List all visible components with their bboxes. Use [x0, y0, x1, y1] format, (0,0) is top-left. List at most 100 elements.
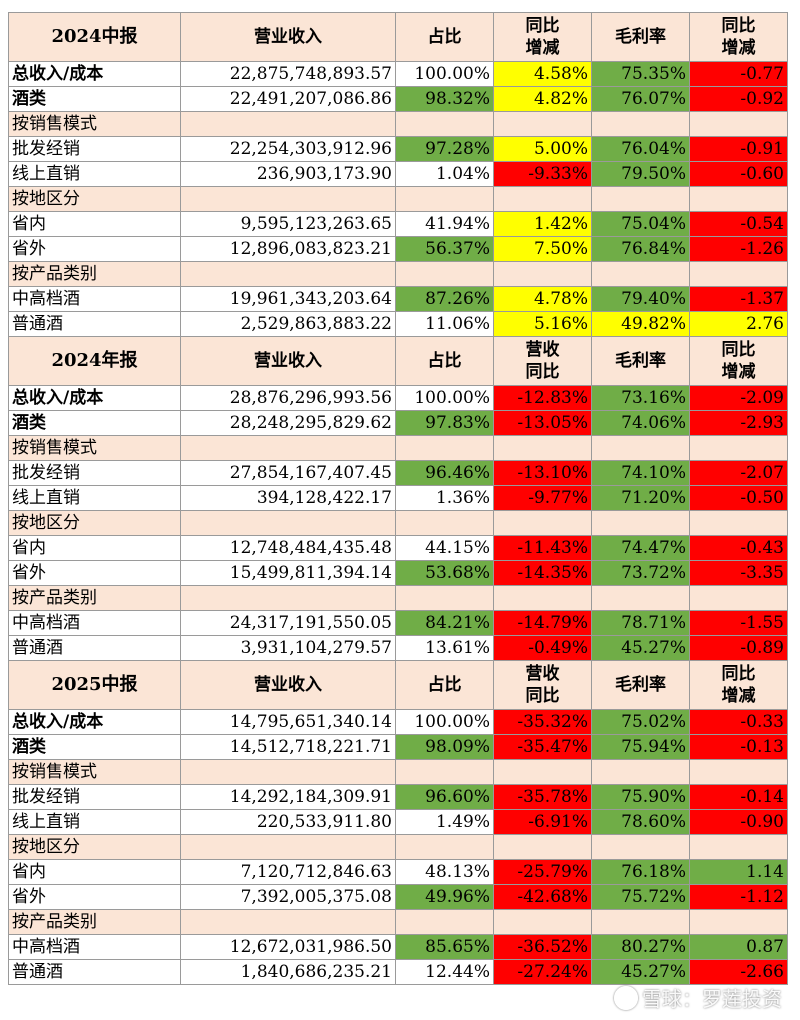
- margin-change-cell: -2.07: [689, 460, 788, 486]
- revenue-cell: 220,533,911.80: [180, 809, 396, 835]
- share-cell: 49.96%: [395, 884, 494, 910]
- section-title: 2025中报: [8, 660, 181, 710]
- column-header: 营业收入: [180, 336, 396, 386]
- revenue-cell: 14,512,718,221.71: [180, 734, 396, 760]
- table-row: 普通酒 1,840,686,235.21 12.44% -27.24% 45.27% -2…: [8, 959, 788, 985]
- margin-change-cell: -1.37: [689, 286, 788, 312]
- revenue-cell: 14,795,651,340.14: [180, 709, 396, 735]
- category-label: 按产品类别: [8, 909, 181, 935]
- revenue-cell: 3,931,104,279.57: [180, 635, 396, 661]
- revenue-yoy-cell: 4.82%: [493, 86, 592, 112]
- category-row: 按地区分: [8, 510, 788, 536]
- category-label: 按销售模式: [8, 759, 181, 785]
- revenue-yoy-cell: -9.33%: [493, 161, 592, 187]
- empty-cell: [493, 510, 592, 536]
- empty-cell: [180, 834, 396, 860]
- table-row: 省内 7,120,712,846.63 48.13% -25.79% 76.18% 1.1…: [8, 859, 788, 885]
- revenue-yoy-cell: 1.42%: [493, 211, 592, 237]
- category-row: 按销售模式: [8, 111, 788, 137]
- category-label: 按销售模式: [8, 435, 181, 461]
- empty-cell: [591, 186, 690, 212]
- empty-cell: [180, 435, 396, 461]
- table-row: 批发经销 27,854,167,407.45 96.46% -13.10% 74.10%…: [8, 460, 788, 486]
- revenue-yoy-cell: -6.91%: [493, 809, 592, 835]
- margin-change-cell: -2.93: [689, 410, 788, 436]
- section-header-row: 2024年报 营业收入 占比 营收 同比 毛利率 同比 增减: [8, 336, 788, 386]
- empty-cell: [591, 834, 690, 860]
- empty-cell: [689, 510, 788, 536]
- margin-change-cell: -0.50: [689, 485, 788, 511]
- empty-cell: [493, 261, 592, 287]
- margin-change-cell: 1.14: [689, 859, 788, 885]
- category-row: 按产品类别: [8, 261, 788, 287]
- share-cell: 1.49%: [395, 809, 494, 835]
- row-label: 省内: [8, 859, 181, 885]
- empty-cell: [493, 435, 592, 461]
- margin-change-cell: -0.33: [689, 709, 788, 735]
- revenue-yoy-cell: -36.52%: [493, 934, 592, 960]
- row-label: 酒类: [8, 410, 181, 436]
- table-row: 中高档酒 19,961,343,203.64 87.26% 4.78% 79.40% -1…: [8, 286, 788, 312]
- revenue-yoy-cell: -42.68%: [493, 884, 592, 910]
- empty-cell: [493, 186, 592, 212]
- revenue-cell: 2,529,863,883.22: [180, 311, 396, 337]
- column-header: 毛利率: [591, 12, 690, 62]
- revenue-cell: 12,896,083,823.21: [180, 236, 396, 262]
- column-header: 营收 同比: [493, 660, 592, 710]
- table-row: 省内 12,748,484,435.48 44.15% -11.43% 74.47% -0…: [8, 535, 788, 561]
- revenue-yoy-cell: -11.43%: [493, 535, 592, 561]
- share-cell: 1.36%: [395, 485, 494, 511]
- section-title: 2024中报: [8, 12, 181, 62]
- share-cell: 84.21%: [395, 610, 494, 636]
- category-row: 按销售模式: [8, 435, 788, 461]
- revenue-cell: 12,672,031,986.50: [180, 934, 396, 960]
- table-row: 省外 15,499,811,394.14 53.68% -14.35% 73.72% -3…: [8, 560, 788, 586]
- empty-cell: [395, 186, 494, 212]
- revenue-yoy-cell: 7.50%: [493, 236, 592, 262]
- column-header: 同比 增减: [689, 336, 788, 386]
- row-label: 酒类: [8, 734, 181, 760]
- column-header: 毛利率: [591, 660, 690, 710]
- row-label: 普通酒: [8, 311, 181, 337]
- share-cell: 12.44%: [395, 959, 494, 985]
- empty-cell: [689, 834, 788, 860]
- margin-change-cell: -0.91: [689, 136, 788, 162]
- revenue-yoy-cell: -35.32%: [493, 709, 592, 735]
- column-header: 占比: [395, 12, 494, 62]
- empty-cell: [591, 261, 690, 287]
- table-row: 酒类 14,512,718,221.71 98.09% -35.47% 75.94% -0…: [8, 734, 788, 760]
- revenue-yoy-cell: -9.77%: [493, 485, 592, 511]
- revenue-yoy-cell: -13.10%: [493, 460, 592, 486]
- revenue-cell: 12,748,484,435.48: [180, 535, 396, 561]
- empty-cell: [395, 111, 494, 137]
- category-label: 按产品类别: [8, 261, 181, 287]
- empty-cell: [689, 759, 788, 785]
- table-row: 酒类 28,248,295,829.62 97.83% -13.05% 74.06% -2…: [8, 410, 788, 436]
- section-header-row: 2024中报 营业收入 占比 同比 增减 毛利率 同比 增减: [8, 12, 788, 62]
- row-label: 批发经销: [8, 784, 181, 810]
- empty-cell: [493, 909, 592, 935]
- revenue-cell: 9,595,123,263.65: [180, 211, 396, 237]
- margin-change-cell: -1.26: [689, 236, 788, 262]
- row-label: 省内: [8, 535, 181, 561]
- row-label: 普通酒: [8, 635, 181, 661]
- row-label: 线上直销: [8, 809, 181, 835]
- category-row: 按产品类别: [8, 585, 788, 611]
- gross-margin-cell: 74.10%: [591, 460, 690, 486]
- revenue-cell: 1,840,686,235.21: [180, 959, 396, 985]
- gross-margin-cell: 80.27%: [591, 934, 690, 960]
- gross-margin-cell: 79.50%: [591, 161, 690, 187]
- margin-change-cell: -0.90: [689, 809, 788, 835]
- gross-margin-cell: 76.18%: [591, 859, 690, 885]
- empty-cell: [395, 834, 494, 860]
- table-row: 中高档酒 24,317,191,550.05 84.21% -14.79% 78.71%…: [8, 610, 788, 636]
- table-row: 线上直销 236,903,173.90 1.04% -9.33% 79.50% -0.60: [8, 161, 788, 187]
- column-header: 同比 增减: [689, 660, 788, 710]
- revenue-yoy-cell: -35.47%: [493, 734, 592, 760]
- empty-cell: [180, 759, 396, 785]
- share-cell: 85.65%: [395, 934, 494, 960]
- gross-margin-cell: 75.72%: [591, 884, 690, 910]
- table-row: 批发经销 22,254,303,912.96 97.28% 5.00% 76.04% -0…: [8, 136, 788, 162]
- share-cell: 98.32%: [395, 86, 494, 112]
- revenue-cell: 7,392,005,375.08: [180, 884, 396, 910]
